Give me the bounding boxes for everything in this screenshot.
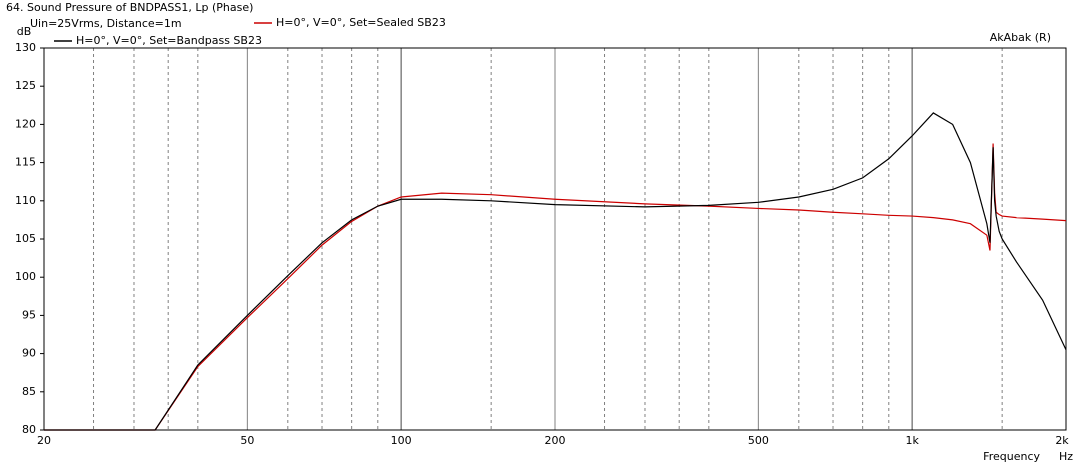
- x-tick-label: 200: [545, 434, 566, 447]
- x-tick-label: 100: [391, 434, 412, 447]
- y-tick-label: 90: [22, 347, 36, 360]
- legend-label: H=0°, V=0°, Set=Bandpass SB23: [76, 34, 262, 47]
- y-tick-label: 95: [22, 308, 36, 321]
- watermark: AkAbak (R): [990, 31, 1051, 44]
- x-tick-label: 2k: [1055, 434, 1069, 447]
- y-tick-label: 80: [22, 423, 36, 436]
- x-tick-label: 500: [748, 434, 769, 447]
- chart-subtitle: Uin=25Vrms, Distance=1m: [30, 17, 182, 30]
- y-tick-label: 85: [22, 385, 36, 398]
- y-tick-label: 110: [15, 194, 36, 207]
- x-unit: Hz: [1059, 450, 1073, 463]
- x-tick-label: 50: [240, 434, 254, 447]
- y-tick-label: 125: [15, 79, 36, 92]
- x-tick-label: 20: [37, 434, 51, 447]
- y-tick-label: 130: [15, 41, 36, 54]
- x-tick-label: 1k: [905, 434, 919, 447]
- series-line: [44, 112, 1067, 431]
- y-tick-label: 100: [15, 270, 36, 283]
- plot-frame: [43, 47, 1067, 431]
- x-axis-label: Frequency: [983, 450, 1040, 463]
- legend-label: H=0°, V=0°, Set=Sealed SB23: [276, 16, 446, 29]
- y-axis-label: dB: [17, 25, 32, 38]
- chart-title: 64. Sound Pressure of BNDPASS1, Lp (Phas…: [6, 1, 253, 14]
- y-tick-label: 115: [15, 156, 36, 169]
- y-tick-label: 120: [15, 117, 36, 130]
- y-tick-label: 105: [15, 232, 36, 245]
